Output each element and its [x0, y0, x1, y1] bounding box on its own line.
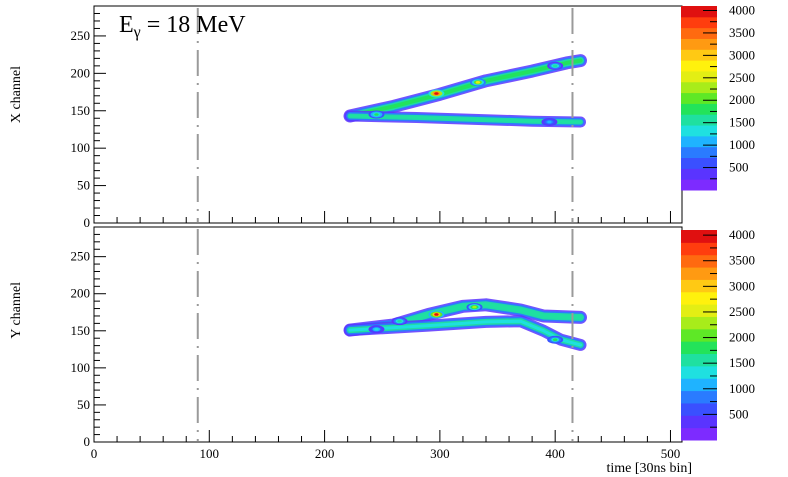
panel-y: 0 50 100 150 200 250 0 100 200 300 400 500 Y chann…: [9, 226, 692, 476]
colorbar-x: 500 1000 1500 2000 2500 3000 3500 4000: [681, 2, 755, 191]
colorbar-y-label-0: 500: [729, 406, 749, 421]
colorbar-x-segment-14: [681, 27, 717, 39]
x-tick-label-5: 500: [661, 446, 681, 461]
colorbar-x-segment-4: [681, 135, 717, 148]
ylabel-y: Y channel: [9, 282, 24, 339]
y-tick-label-x-0: 0: [84, 215, 91, 230]
heatmap-x: [343, 54, 587, 128]
hotspot-x-2-ring-3: [552, 64, 558, 68]
colorbar-x-label-1: 1000: [729, 137, 755, 152]
dashed-lines-x: [196, 8, 574, 222]
energy-annotation: Eγ = 18 MeV: [119, 12, 246, 41]
colorbar-y-segment-5: [681, 365, 717, 379]
colorbar-x-label-0: 500: [729, 160, 749, 175]
colorbar-y-label-2: 1500: [729, 355, 755, 370]
colorbar-y: 500 1000 1500 2000 2500 3000 3500 4000: [681, 227, 755, 441]
x-tick-label-4: 400: [545, 446, 565, 461]
y-tick-label-y-2: 100: [71, 360, 91, 375]
colorbar-y-segment-2: [681, 402, 717, 416]
y-axis-x: 0 50 100 150 200 250: [71, 5, 671, 230]
band-x-0-layer-3: [348, 58, 583, 118]
colorbar-x-segment-10: [681, 70, 717, 83]
colorbar-y-segment-7: [681, 341, 717, 355]
dashed-lines-y: [196, 229, 574, 441]
colorbar-x-label-4: 2500: [729, 70, 755, 85]
colorbar-x-segment-16: [681, 6, 717, 18]
colorbar-x-segment-5: [681, 125, 717, 137]
colorbar-y-label-6: 3500: [729, 253, 755, 268]
x-tick-label-2: 200: [315, 446, 335, 461]
annotation-symbol: E: [119, 12, 134, 38]
colorbar-x-segment-15: [681, 16, 717, 29]
colorbar-x-segment-2: [681, 157, 717, 169]
x-tick-label-3: 300: [430, 446, 450, 461]
colorbar-y-segment-9: [681, 316, 717, 330]
colorbar-y-segment-11: [681, 291, 717, 305]
x-axis: 0 100 200 300 400 500: [91, 446, 680, 461]
y-tick-label-y-1: 50: [77, 397, 90, 412]
y-tick-label-y-4: 200: [71, 286, 91, 301]
colorbar-x-segment-3: [681, 146, 717, 159]
colorbar-y-segment-3: [681, 390, 717, 404]
hotspot-x-4-ring-3: [547, 120, 552, 124]
colorbar-x-segment-11: [681, 60, 717, 72]
x-tick-label-1: 100: [200, 446, 220, 461]
colorbar-y-label-7: 4000: [729, 227, 755, 242]
y-tick-label-y-0: 0: [84, 434, 91, 449]
y-axis-y: 0 50 100 150 200 250: [71, 226, 671, 449]
annotation-subscript: γ: [133, 24, 141, 41]
colorbar-x-segment-1: [681, 168, 717, 180]
hotspot-y-4-ring-3: [374, 328, 379, 331]
colorbar-y-segment-6: [681, 353, 717, 367]
colorbar-x-segment-0: [681, 179, 717, 191]
hotspot-x-1-ring-3: [475, 81, 481, 84]
colorbar-y-segment-14: [681, 254, 717, 268]
y-tick-label-x-5: 250: [71, 28, 91, 43]
colorbar-x-label-3: 2000: [729, 92, 755, 107]
y-tick-label-y-5: 250: [71, 249, 91, 264]
colorbar-x-segment-8: [681, 92, 717, 104]
colorbar-x-segment-6: [681, 114, 717, 126]
hotspot-y-0-ring-3: [434, 313, 439, 316]
ylabel-x: X channel: [9, 66, 24, 123]
colorbar-x-segment-9: [681, 81, 717, 94]
xlabel: time [30ns bin]: [606, 461, 692, 476]
y-tick-label-x-4: 200: [71, 65, 91, 80]
colorbar-x-segment-12: [681, 49, 717, 61]
colorbar-y-segment-16: [681, 230, 717, 243]
colorbar-x-label-7: 4000: [729, 2, 755, 17]
hotspot-y-2-ring-3: [397, 319, 402, 323]
annotation-value: = 18 MeV: [141, 12, 247, 38]
y-tick-label-y-3: 150: [71, 323, 91, 338]
hotspot-x-0-ring-3: [434, 92, 439, 95]
y-tick-label-x-1: 50: [77, 178, 90, 193]
colorbar-y-label-4: 2500: [729, 304, 755, 319]
colorbar-y-label-3: 2000: [729, 330, 755, 345]
colorbar-x-label-5: 3000: [729, 47, 755, 62]
colorbar-y-segment-1: [681, 415, 717, 429]
colorbar-y-segment-12: [681, 279, 717, 293]
hotspot-x-3-ring-3: [374, 113, 379, 116]
x-tick-label-0: 0: [91, 446, 98, 461]
heatmap-y: [343, 298, 587, 351]
colorbar-y-segment-0: [681, 427, 717, 441]
colorbar-x-label-2: 1500: [729, 115, 755, 130]
y-tick-label-x-2: 100: [71, 140, 91, 155]
panel-x: 0 50 100 150 200 250 X channel Eγ = 18 MeV: [9, 5, 683, 230]
colorbar-x-segment-7: [681, 103, 717, 115]
colorbar-y-segment-4: [681, 378, 717, 392]
colorbar-y-segment-15: [681, 242, 717, 256]
hotspot-y-1-ring-3: [472, 305, 477, 309]
colorbar-x-segment-13: [681, 38, 717, 50]
colorbar-x-label-6: 3500: [729, 25, 755, 40]
hotspot-y-3-ring-3: [552, 338, 558, 341]
colorbar-y-label-1: 1000: [729, 381, 755, 396]
colorbar-y-segment-8: [681, 328, 717, 342]
colorbar-y-segment-13: [681, 267, 717, 280]
colorbar-y-label-5: 3000: [729, 278, 755, 293]
plot-frame-y: [93, 226, 683, 443]
y-tick-label-x-3: 150: [71, 103, 91, 118]
colorbar-y-segment-10: [681, 304, 717, 317]
